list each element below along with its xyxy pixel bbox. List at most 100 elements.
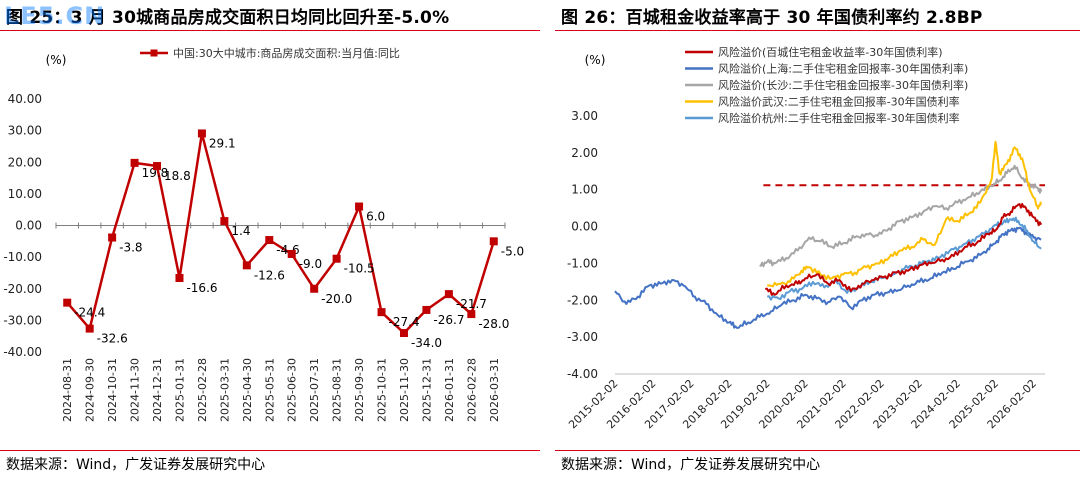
x-tick-label: 2025-11-30 [398,358,411,422]
data-point [220,217,229,226]
legend-label: 风险溢价(长沙:二手住宅租金回报率-30年国债利率) [718,78,968,92]
data-label: -3.8 [119,241,142,255]
x-tick-label: 2024-10-31 [106,358,119,422]
y-tick-label: 30.00 [8,124,42,138]
x-tick-label: 2025-05-31 [263,358,276,422]
data-label: 1.4 [231,224,250,238]
data-point [287,249,296,258]
unit-label: (%) [585,53,606,67]
y-tick-label: 2.00 [571,146,598,160]
data-point [399,329,408,338]
data-label: -26.7 [433,313,464,327]
data-label: 18.8 [164,169,191,183]
data-point [197,129,206,138]
right-chart-panel: 图 26：百城租金收益率高于 30 年国债利率约 2.8BP (%) 风险溢价(百… [555,0,1080,480]
data-point [175,273,184,282]
y-tick-label: -1.00 [567,256,598,270]
data-label: 29.1 [209,136,236,150]
source-note: 数据来源：Wind，广发证券发展研究中心 [6,457,266,473]
source-divider [555,450,1080,451]
y-tick-label: 0.00 [15,219,42,233]
data-point [422,305,431,314]
y-tick-label: -3.00 [567,330,598,344]
x-tick-label: 2025-02-28 [196,358,209,422]
chart-title: 图 25：3 月 30城商品房成交面积日均同比回升至-5.0% [6,8,450,28]
chart-title: 图 26：百城租金收益率高于 30 年国债利率约 2.8BP [561,8,983,28]
data-point [355,202,364,211]
y-tick-label: 3.00 [571,109,598,123]
legend: 中国:30大中城市:商品房成交面积:当月值:同比 [140,46,400,60]
data-point [377,308,386,317]
legend-label: 风险溢价(上海:二手住宅租金回报率-30年国债利率) [718,62,968,76]
title-divider [0,30,540,31]
data-point [85,324,94,333]
data-point [130,158,139,167]
y-tick-label: 10.00 [8,187,42,201]
x-tick-label: 2025-01-31 [173,358,186,422]
source-note: 数据来源：Wind，广发证券发展研究中心 [561,457,821,473]
y-tick-label: -2.00 [567,293,598,307]
data-point [444,290,453,299]
x-tick-label: 2026-02-28 [465,358,478,422]
data-label: -21.7 [456,297,487,311]
x-tick-label: 2024-12-31 [151,358,164,422]
y-tick-label: 40.00 [8,92,42,106]
x-tick-label: 2025-09-30 [353,358,366,422]
y-tick-label: 0.00 [571,220,598,234]
x-tick-label: 2024-08-31 [61,358,74,422]
data-label: -12.6 [254,268,285,282]
series-line [766,216,1042,301]
y-tick-label: 20.00 [8,155,42,169]
data-point [489,237,498,246]
right-line-chart: (%) 风险溢价(百城住宅租金收益率-30年国债利率) 风险溢价(上海:二手住宅租金… [566,45,1045,431]
legend: 风险溢价(百城住宅租金收益率-30年国债利率) 风险溢价(上海:二手住宅租金回报率… [685,45,968,125]
unit-label: (%) [46,53,67,67]
series-line [759,164,1043,268]
source-divider [0,450,540,451]
data-label: -10.5 [344,262,375,276]
x-tick-label: 2025-10-31 [376,358,389,422]
data-point [265,236,274,245]
data-point [242,261,251,270]
legend-label: 风险溢价武汉:二手住宅租金回报率-30年国债利率 [718,95,960,109]
x-tick-label: 2025-04-30 [241,358,254,422]
y-tick-label: 1.00 [571,183,598,197]
x-tick-label: 2024-11-30 [129,358,142,422]
left-chart-panel: 图 25：3 月 30城商品房成交面积日均同比回升至-5.0% (%) 中国:30… [0,2,540,473]
legend-label: 风险溢价(百城住宅租金收益率-30年国债利率) [718,45,943,59]
data-label: -34.0 [411,336,442,350]
y-tick-label: -4.00 [567,367,598,381]
data-label: -20.0 [321,292,352,306]
data-label: -9.0 [299,257,322,271]
data-label: -5.0 [501,244,524,258]
data-point [153,162,162,171]
data-point [332,254,341,263]
x-tick-label: 2026-01-31 [443,358,456,422]
data-point [467,310,476,319]
x-tick-label: 2024-09-30 [84,358,97,422]
x-tick-label: 2026-03-31 [488,358,501,422]
y-tick-label: -10.00 [3,250,42,264]
series-line [764,203,1043,296]
series-line [614,226,1042,329]
data-point [310,284,319,293]
data-label: -24.4 [74,306,105,320]
data-label: -27.4 [389,315,420,329]
left-line-chart: (%) 中国:30大中城市:商品房成交面积:当月值:同比 40.00 30.00 20.… [3,46,524,422]
x-tick-label: 2025-03-31 [218,358,231,422]
y-tick-label: -40.00 [3,345,42,359]
legend-label: 中国:30大中城市:商品房成交面积:当月值:同比 [173,46,400,60]
data-label: 6.0 [366,210,385,224]
data-point [108,233,117,242]
y-tick-label: -30.00 [3,313,42,327]
data-label: 19.8 [142,166,169,180]
data-label: -16.6 [186,281,217,295]
legend-marker [150,49,158,57]
y-tick-label: -20.00 [3,282,42,296]
x-tick-label: 2025-12-31 [420,358,433,422]
data-point [63,298,72,307]
x-tick-label: 2025-07-31 [308,358,321,422]
title-divider [555,30,1080,31]
series-line [767,140,1043,288]
data-label: -28.0 [478,317,509,331]
